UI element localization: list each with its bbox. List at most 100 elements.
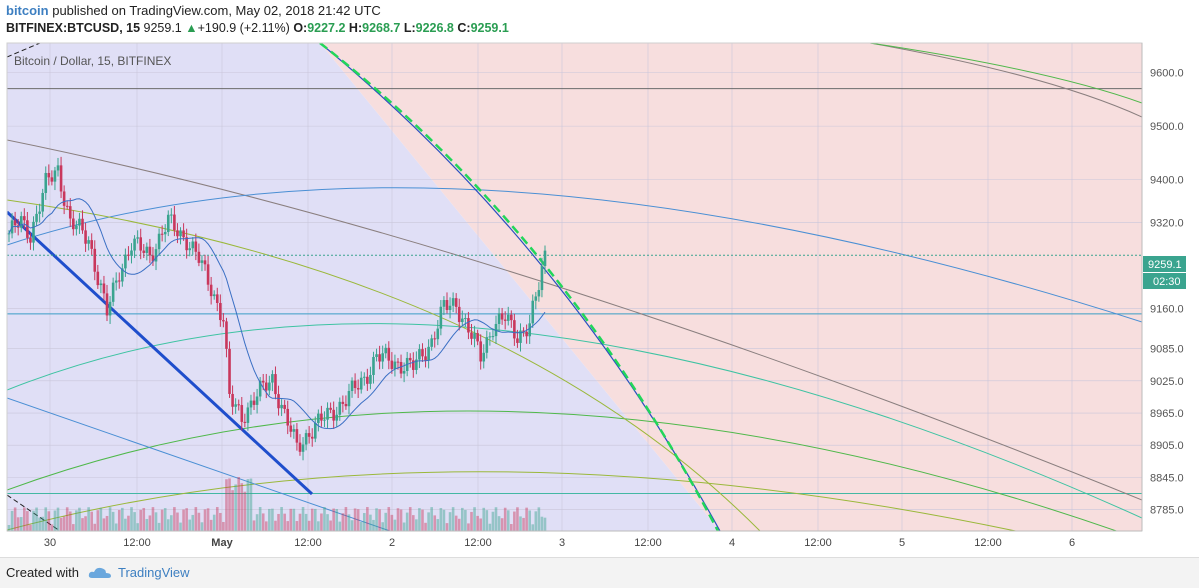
volume-bar	[117, 510, 121, 531]
volume-bar	[81, 518, 84, 531]
volume-bar	[298, 513, 302, 531]
candle-body	[26, 220, 29, 238]
volume-bar	[228, 478, 231, 531]
close-label: C:	[457, 21, 471, 35]
volume-bar	[307, 520, 311, 531]
candle-body	[78, 218, 81, 226]
volume-bar	[32, 510, 35, 531]
low-label: L:	[403, 21, 416, 35]
volume-bar	[454, 515, 458, 531]
dashed-line-black[interactable]	[7, 494, 61, 531]
price-axis[interactable]: 9600.0 9500.0 9400.0 9320.0 9160.0 9085.0 9025…	[1141, 43, 1184, 531]
fan-curve-blue[interactable]	[319, 43, 721, 531]
volume-bar	[485, 510, 489, 531]
volume-bar	[222, 521, 225, 531]
candle-body	[258, 380, 262, 397]
volume-bar	[274, 520, 277, 531]
volume-bar	[313, 508, 317, 531]
volume-bar	[7, 525, 11, 531]
volume-bar	[347, 514, 351, 531]
candle-body	[154, 249, 158, 262]
candle-body	[307, 433, 311, 437]
fan-line-blue[interactable]	[7, 397, 391, 531]
dashed-line-black-top[interactable]	[7, 43, 41, 58]
volume-bar	[317, 521, 320, 531]
trend-line-blue[interactable]	[7, 210, 314, 496]
candle-body	[173, 214, 176, 231]
volume-bar	[249, 478, 253, 531]
candle-body	[142, 250, 146, 253]
overlay-lines[interactable]	[8, 198, 546, 430]
price-chart[interactable]: Bitcoin / Dollar, 15, BITFINEX 9600.0 950…	[0, 0, 1199, 557]
candle-body	[111, 282, 115, 302]
candle-body	[430, 338, 433, 347]
candle-body	[261, 380, 265, 383]
x-tick-label: 3	[559, 537, 565, 549]
volume-bar	[203, 509, 207, 531]
candle-body	[384, 347, 388, 354]
volume-bar	[209, 519, 213, 531]
volume-bar	[68, 511, 72, 531]
volume-bar	[160, 509, 164, 531]
arc-blue[interactable]	[7, 187, 1142, 323]
candle-body	[59, 165, 63, 192]
countdown-tag	[1143, 273, 1186, 289]
trend-line-gray[interactable]	[7, 139, 1142, 501]
chart-title: Bitcoin / Dollar, 15, BITFINEX	[14, 54, 171, 68]
candle-body	[479, 341, 482, 362]
candle-body	[148, 246, 152, 256]
candle-body	[182, 230, 185, 238]
author-link[interactable]: bitcoin	[6, 3, 49, 18]
volume-bar	[289, 508, 293, 531]
candle-body	[47, 172, 51, 178]
last-price-tag	[1143, 256, 1186, 272]
candle-body	[121, 268, 124, 282]
volume-bar	[38, 517, 41, 531]
candle-body	[335, 414, 339, 421]
candle-body	[390, 360, 394, 369]
volume-bar	[243, 491, 247, 531]
moving-average-line[interactable]	[8, 198, 546, 430]
candle-body	[323, 419, 326, 421]
drawing-tools[interactable]	[7, 43, 1142, 557]
trend-line-gray-top[interactable]	[869, 43, 1142, 118]
volume-bar	[130, 507, 133, 531]
volume-bar	[522, 517, 525, 531]
x-tick-label: 12:00	[804, 537, 832, 549]
tradingview-link[interactable]: TradingView	[118, 565, 190, 580]
trend-line-green-top[interactable]	[869, 43, 1142, 104]
footer: Created with TradingView	[0, 557, 1199, 588]
volume-bar	[75, 510, 78, 531]
volume-bar	[102, 518, 106, 531]
x-tick-label: 30	[44, 537, 56, 549]
volume-bar	[170, 515, 173, 531]
candle-body	[513, 320, 516, 339]
time-axis[interactable]: 30 12:00 May 12:00 2 12:00 3 12:00 4 12:00 5 12:00 6	[7, 530, 1142, 549]
candle-body	[203, 260, 207, 265]
open-value: 9227.2	[307, 21, 346, 35]
candle-body	[176, 230, 179, 237]
fan-line-dashed-green[interactable]	[319, 43, 720, 531]
volume-bar	[206, 508, 210, 531]
candle-body	[50, 177, 54, 182]
candle-body	[65, 205, 69, 207]
volume-bar	[430, 507, 433, 531]
candle-body	[522, 330, 525, 332]
volume-bar	[461, 507, 464, 531]
candle-body	[215, 294, 219, 304]
volume-bar	[197, 512, 201, 531]
volume-bar	[323, 507, 326, 531]
volume-bar	[127, 515, 130, 531]
candle-body	[445, 300, 449, 310]
x-tick-label: 12:00	[294, 537, 322, 549]
candle-body	[433, 338, 437, 340]
volume-bar	[96, 510, 100, 531]
volume-bar	[384, 512, 388, 531]
high-value: 9268.7	[362, 21, 401, 35]
volume-bar	[411, 515, 415, 531]
volume-bar	[280, 507, 283, 531]
volume-bar	[531, 524, 535, 531]
arc-yellow-low[interactable]	[7, 471, 1142, 557]
candle-body	[72, 218, 75, 230]
arc-green[interactable]	[7, 410, 1142, 540]
